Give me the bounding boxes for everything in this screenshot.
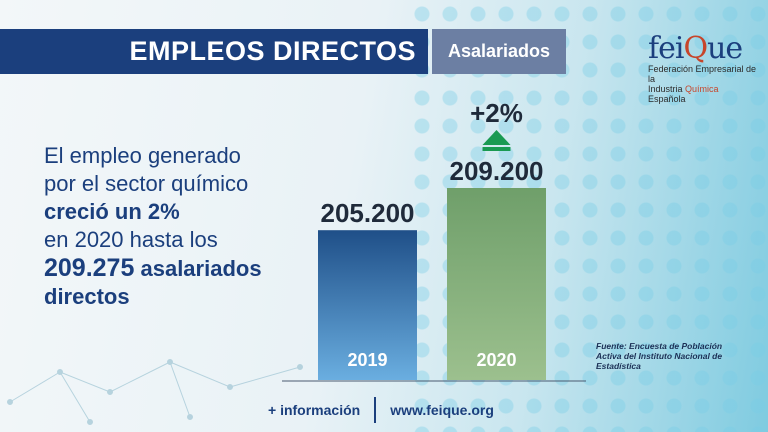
footer: + información www.feique.org <box>268 395 494 425</box>
bar-2019 <box>318 230 417 380</box>
source-note: Fuente: Encuesta de Población Activa del… <box>596 341 723 371</box>
more-info-link[interactable]: + información <box>268 402 361 418</box>
data-label-2020: 209.200 <box>450 156 544 186</box>
category-label-2020: 2020 <box>476 350 516 370</box>
logo-line-1: Federación Empresarial de la <box>648 64 757 84</box>
network-decoration <box>7 359 303 425</box>
growth-label: +2% <box>470 98 523 128</box>
category-label-2019: 2019 <box>347 350 387 370</box>
title-banner: EMPLEOS DIRECTOS <box>0 29 428 74</box>
bar-2020 <box>447 188 546 380</box>
feique-logo: feiQue Federación Empresarial de la Indu… <box>648 31 758 105</box>
website-link[interactable]: www.feique.org <box>390 402 494 418</box>
growth-arrow-icon <box>482 130 511 145</box>
footer-divider <box>374 397 377 423</box>
logo-wordmark: feiQue <box>648 31 743 66</box>
subtitle-banner: Asalariados <box>432 29 566 74</box>
logo-line-2: Industria Química Española <box>648 84 719 104</box>
growth-arrow-base <box>482 147 511 151</box>
description-text: El empleo generado por el sector químico… <box>44 143 262 309</box>
data-label-2019: 205.200 <box>321 198 415 228</box>
page-title: EMPLEOS DIRECTOS <box>129 36 416 66</box>
page-subtitle: Asalariados <box>447 41 551 61</box>
